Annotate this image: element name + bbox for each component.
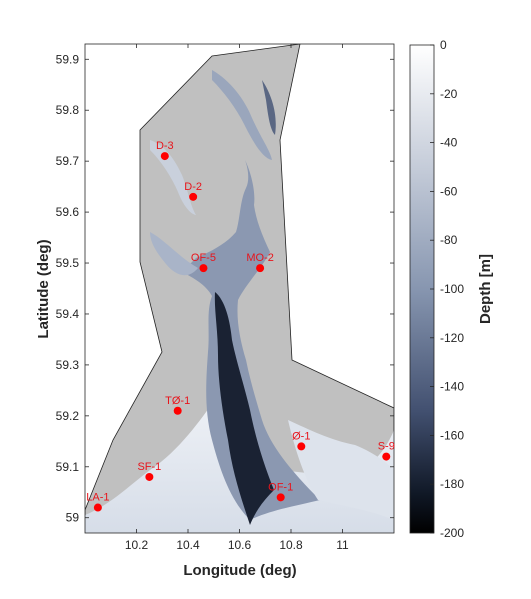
station-label: S-9 — [378, 441, 395, 453]
station-marker — [145, 472, 154, 481]
station-marker — [189, 192, 198, 201]
station-label: MO-2 — [246, 252, 274, 264]
station-label: SF-1 — [137, 461, 161, 473]
station-marker — [256, 264, 265, 273]
y-tick-label: 59.4 — [56, 307, 80, 321]
western-bay-water — [150, 232, 198, 276]
station-label: D-3 — [156, 140, 174, 152]
station-label: Ø-1 — [292, 430, 310, 442]
y-tick-label: 59.5 — [56, 256, 80, 270]
map-axes: 10.2 10.4 10.6 10.8 11 59 59.1 59.2 59.3 59.4 59.… — [35, 43, 395, 579]
colorbar-tick-label: -100 — [440, 282, 464, 296]
colorbar-tick-label: -60 — [440, 184, 458, 198]
station-label: OF-5 — [191, 252, 216, 264]
colorbar-label: Depth [m] — [477, 254, 494, 324]
station-label: D-2 — [184, 181, 202, 193]
bathymetry-layer — [85, 44, 394, 533]
drammensfjord-water — [150, 140, 196, 215]
x-tick-group: 10.2 10.4 10.6 10.8 11 — [125, 44, 349, 552]
y-tick-label: 59.8 — [56, 103, 80, 117]
inner-fjord-water — [262, 80, 276, 135]
y-tick-label: 59.3 — [56, 358, 80, 372]
colorbar-tick-label: -40 — [440, 136, 458, 150]
station-marker — [173, 406, 182, 415]
station-marker — [199, 264, 208, 273]
colorbar-tick-label: -140 — [440, 380, 464, 394]
y-tick-label: 59.2 — [56, 409, 80, 423]
station-marker — [276, 493, 285, 502]
colorbar-tick-label: -180 — [440, 477, 464, 491]
x-axis-label: Longitude (deg) — [183, 562, 296, 579]
colorbar-tick-label: -80 — [440, 233, 458, 247]
northern-fjord-water — [212, 70, 272, 160]
deep-channel — [214, 292, 274, 525]
colorbar-tick-label: -200 — [440, 526, 464, 540]
station-label: LA-1 — [86, 492, 109, 504]
station-marker — [382, 452, 391, 461]
station-label: OF-1 — [268, 481, 293, 493]
y-tick-label: 59.7 — [56, 154, 80, 168]
y-tick-label: 59 — [66, 511, 80, 525]
eastern-coast-water — [288, 420, 394, 520]
station-markers: D-3 D-2 OF-5 MO-2 TØ-1 Ø-1 S-9 SF-1 OF-1 LA-1 — [86, 140, 395, 512]
y-axis-label: Latitude (deg) — [35, 239, 52, 338]
x-tick-label: 10.8 — [279, 538, 303, 552]
oslofjord-water — [182, 160, 320, 520]
colorbar-tick-label: -120 — [440, 331, 464, 345]
x-tick-label: 10.6 — [228, 538, 252, 552]
x-tick-label: 11 — [336, 538, 349, 552]
station-marker — [93, 503, 102, 512]
y-tick-group: 59 59.1 59.2 59.3 59.4 59.5 59.6 59.7 59.8 59.9 — [56, 52, 394, 525]
y-tick-label: 59.6 — [56, 205, 80, 219]
y-tick-label: 59.9 — [56, 52, 80, 66]
colorbar-tick-label: -160 — [440, 428, 464, 442]
x-tick-label: 10.2 — [125, 538, 149, 552]
station-marker — [297, 442, 306, 451]
colorbar-tick-label: -20 — [440, 87, 458, 101]
colorbar-ticks: 0 -20 -40 -60 -80 -100 -120 -140 -160 -180 -200 — [430, 38, 464, 540]
y-tick-label: 59.1 — [56, 460, 80, 474]
colorbar-tick-label: 0 — [440, 38, 447, 52]
x-tick-label: 10.4 — [176, 538, 200, 552]
station-label: TØ-1 — [165, 395, 190, 407]
station-marker — [160, 152, 169, 161]
colorbar: 0 -20 -40 -60 -80 -100 -120 -140 -160 -180 -200 De… — [409, 38, 494, 540]
